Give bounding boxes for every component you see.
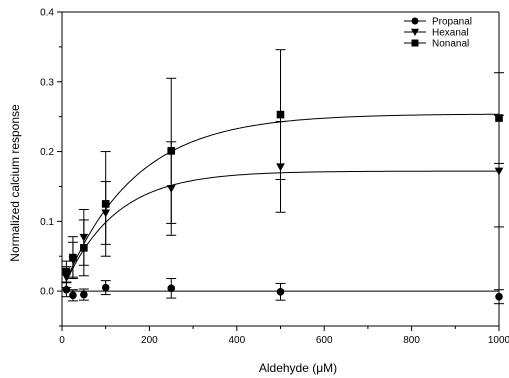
data-points: [61, 49, 504, 305]
legend-marker-hexanal: [410, 28, 420, 37]
x-axis-title: Aldehyde (μM): [259, 361, 337, 375]
axes: 0 200 400 600 800 1000 0.0 0.1 0.2 0.3 0.4: [40, 8, 509, 347]
point-propanal: [101, 283, 110, 292]
point-propanal: [495, 292, 503, 301]
fit-line-nonanal: [65, 113, 500, 281]
point-propanal: [276, 288, 285, 296]
point-propanal: [167, 284, 176, 293]
legend-marker-propanal: [411, 17, 419, 25]
legend-marker-nonanal: [411, 39, 419, 47]
y-axis-title: Normalized calcium response: [8, 104, 22, 262]
y-tick-label: 0.0: [40, 287, 54, 298]
legend-label-nonanal: Nonanal: [432, 39, 469, 50]
point-nonanal: [167, 147, 176, 155]
y-tick-label: 0.3: [40, 77, 54, 88]
legend-label-propanal: Propanal: [432, 17, 472, 28]
legend-label-hexanal: Hexanal: [432, 28, 469, 39]
x-tick-label: 200: [141, 335, 158, 346]
point-nonanal: [276, 110, 285, 119]
fit-line-hexanal: [65, 170, 499, 282]
point-nonanal: [62, 267, 71, 276]
point-propanal: [69, 291, 77, 300]
y-tick-label: 0.4: [40, 8, 54, 19]
x-tick-label: 600: [316, 335, 333, 346]
y-tick-label: 0.1: [40, 217, 54, 228]
point-propanal: [80, 290, 88, 299]
x-tick-label: 800: [403, 335, 420, 346]
point-nonanal: [69, 253, 77, 262]
y-tick-label: 0.2: [40, 147, 54, 158]
x-tick-label: 400: [228, 335, 245, 346]
x-tick-label: 0: [59, 335, 65, 346]
point-nonanal: [101, 200, 110, 208]
x-tick-label: 1000: [488, 335, 509, 346]
fit-curves: [65, 113, 500, 292]
point-nonanal: [80, 244, 88, 252]
point-nonanal: [495, 114, 503, 122]
point-hexanal: [494, 167, 504, 176]
